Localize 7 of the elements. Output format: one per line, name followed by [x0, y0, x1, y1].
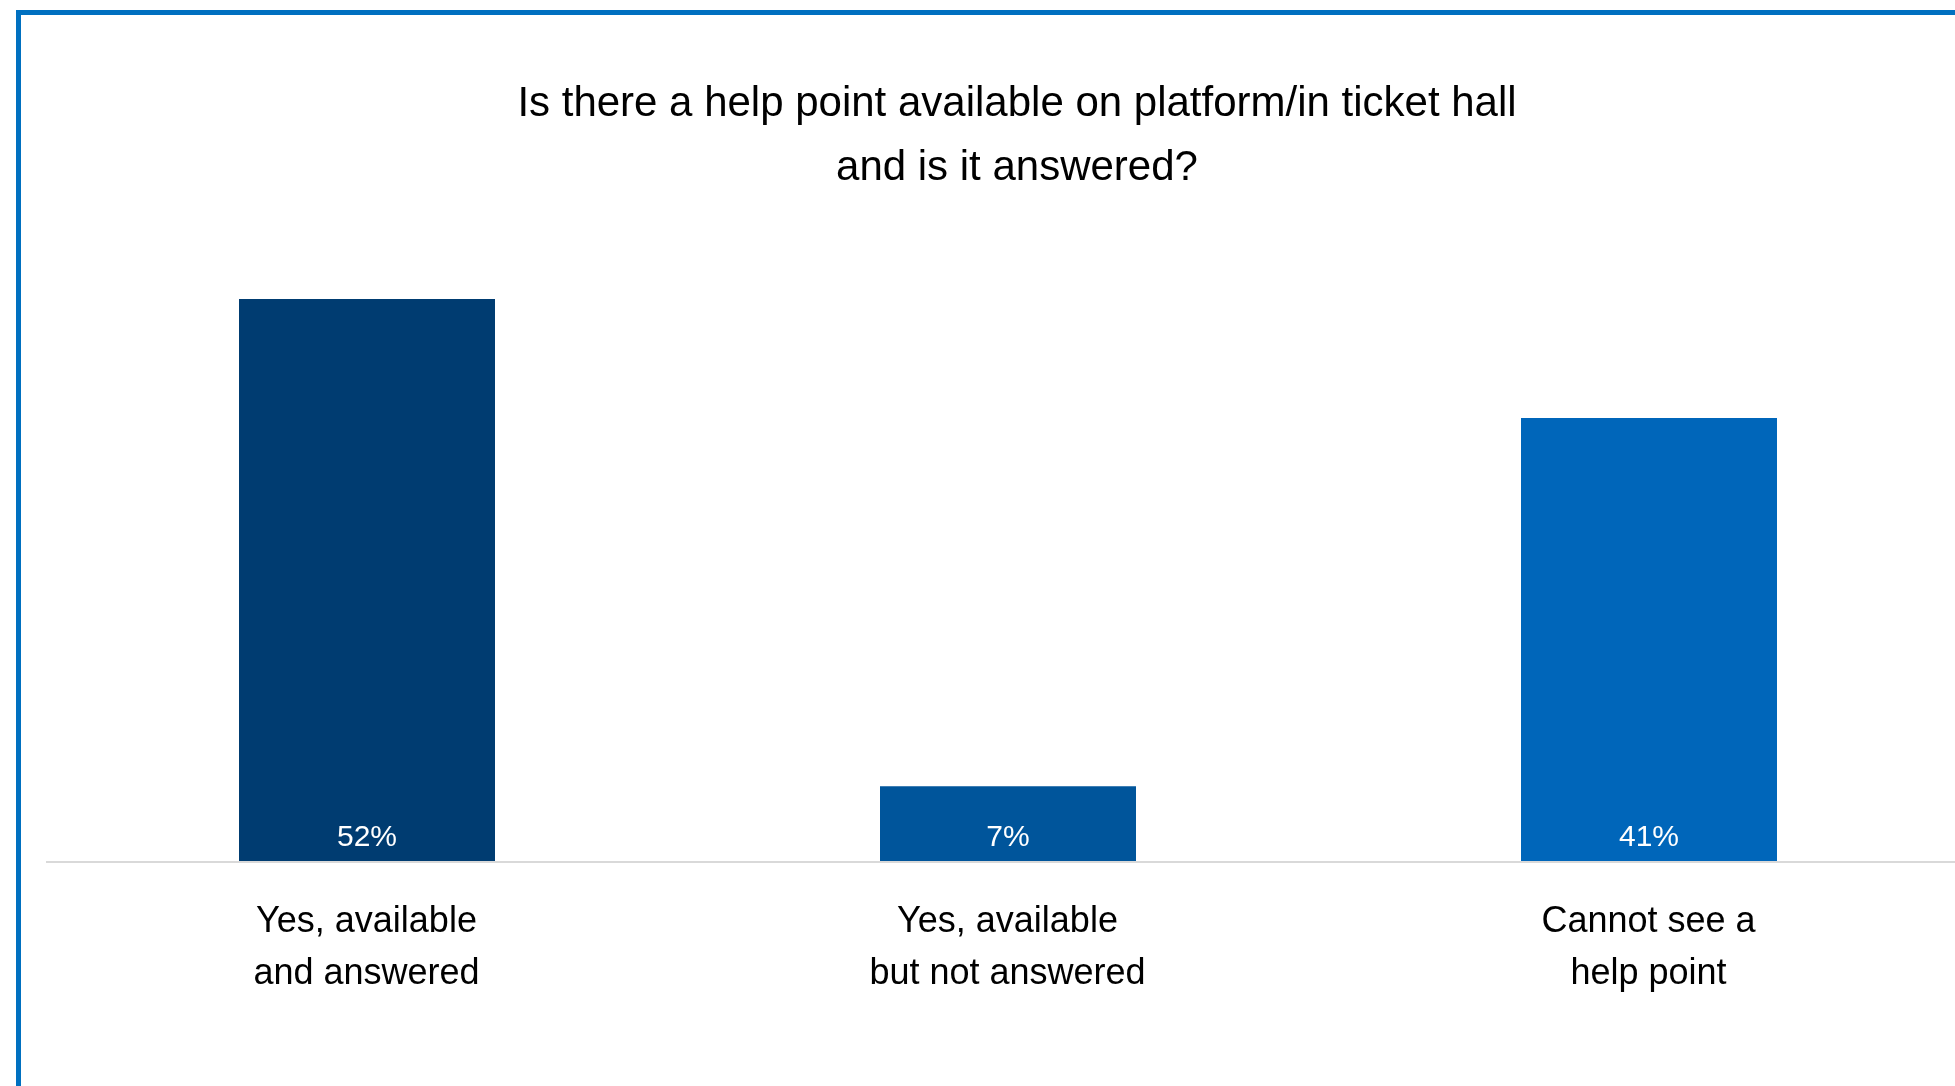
x-tick-label: Cannot see a help point [1541, 899, 1757, 992]
chart-title: Is there a help point available on platform/in ticket hall and is it answered? [516, 77, 1518, 191]
data-label: 41% [1618, 819, 1680, 852]
data-label: 52% [336, 819, 398, 852]
data-label: 7% [986, 819, 1030, 852]
x-tick-label: Yes, available but not answered [869, 899, 1146, 992]
x-tick-label: Yes, available and answered [253, 899, 480, 992]
